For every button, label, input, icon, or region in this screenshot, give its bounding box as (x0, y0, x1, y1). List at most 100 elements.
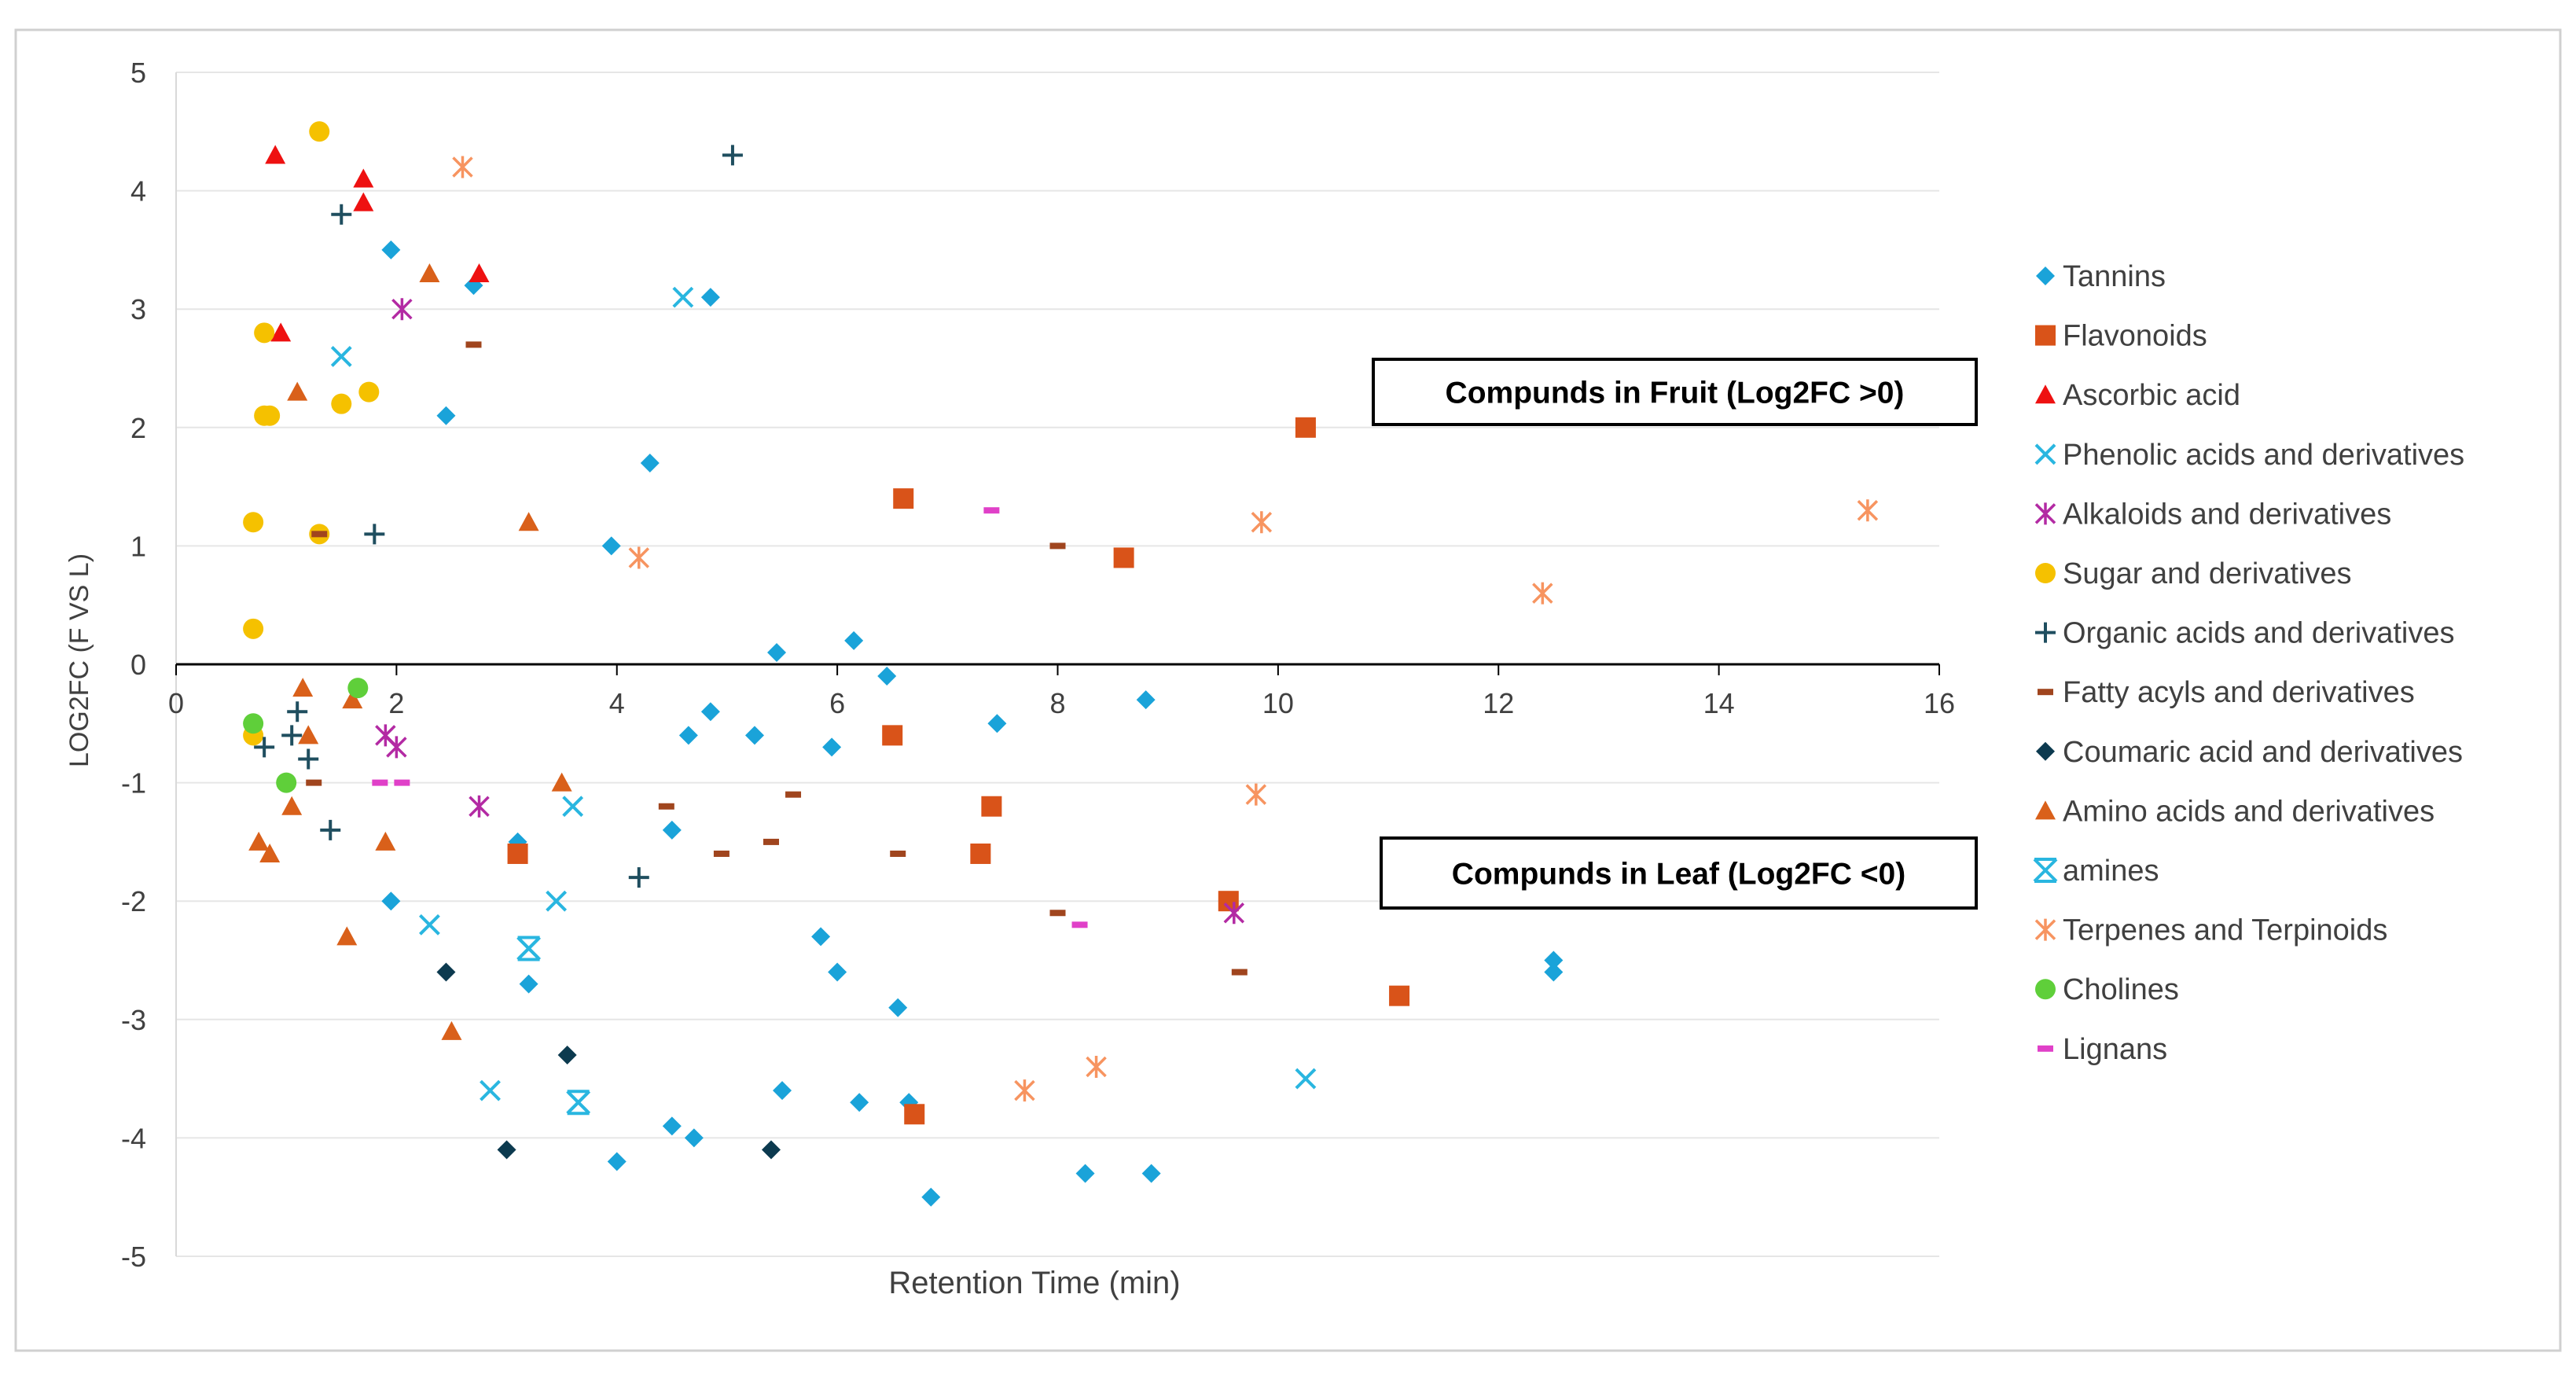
point-organic-acids-and-derivatives (281, 725, 303, 746)
point-flavonoids (904, 1104, 925, 1125)
point-tannins (1544, 950, 1564, 970)
point-cholines (243, 713, 264, 734)
y-tick-label: 5 (130, 57, 146, 89)
point-phenolic-acids-and-derivatives (1295, 1068, 1317, 1090)
point-alkaloids-and-derivatives (469, 795, 490, 818)
point-fatty-acyls-and-derivatives (713, 850, 729, 857)
legend-marker (2035, 325, 2056, 346)
annotation-layer: Compunds in Fruit (Log2FC >0) Compunds in… (1372, 358, 1978, 910)
point-ascorbic-acid (265, 145, 286, 164)
point-fatty-acyls-and-derivatives (311, 531, 328, 538)
y-tick-label: 4 (130, 175, 146, 208)
point-sugar-and-derivatives (243, 512, 264, 533)
point-organic-acids-and-derivatives (287, 701, 308, 722)
point-amino-acids-and-derivatives (259, 843, 281, 862)
legend-item: Lignans (2038, 1033, 2167, 1066)
x-tick-label: 2 (388, 687, 404, 719)
x-tick-label: 10 (1262, 687, 1294, 719)
point-coumaric-acid-and-derivatives (436, 962, 456, 982)
x-tick-label: 6 (829, 687, 845, 719)
legend-marker (2038, 689, 2053, 696)
point-tannins (744, 726, 764, 745)
point-amines (516, 936, 542, 961)
point-fatty-acyls-and-derivatives (1231, 969, 1248, 976)
point-amino-acids-and-derivatives (375, 831, 396, 851)
point-ascorbic-acid (353, 168, 374, 188)
point-amino-acids-and-derivatives (336, 926, 358, 946)
point-tannins (662, 1116, 682, 1136)
point-phenolic-acids-and-derivatives (330, 346, 352, 367)
legend-item: Amino acids and derivatives (2035, 795, 2435, 828)
legend-label: Alkaloids and derivatives (2063, 498, 2391, 531)
point-tannins (381, 892, 401, 911)
point-tannins (987, 714, 1007, 733)
x-tick-label: 16 (1924, 687, 1955, 719)
point-coumaric-acid-and-derivatives (497, 1140, 516, 1160)
legend-label: Lignans (2063, 1033, 2167, 1066)
annotation-text: Compunds in Fruit (Log2FC >0) (1446, 377, 1905, 410)
point-tannins (767, 642, 787, 662)
x-tick-label: 4 (609, 687, 625, 719)
point-terpenes-and-terpinoids (1245, 783, 1267, 806)
point-fatty-acyls-and-derivatives (1049, 542, 1066, 550)
point-flavonoids (882, 725, 903, 746)
point-ascorbic-acid (353, 192, 374, 211)
point-amino-acids-and-derivatives (292, 678, 314, 697)
point-tannins (684, 1128, 704, 1148)
point-amino-acids-and-derivatives (287, 381, 308, 401)
point-tannins (1136, 690, 1156, 710)
legend-marker (2035, 622, 2056, 643)
point-terpenes-and-terpinoids (452, 156, 473, 178)
point-fatty-acyls-and-derivatives (1049, 910, 1066, 917)
point-tannins (811, 927, 831, 947)
legend-item: Alkaloids and derivatives (2034, 498, 2391, 531)
point-sugar-and-derivatives (331, 393, 352, 414)
legend-label: amines (2063, 855, 2159, 888)
point-tannins (601, 536, 621, 556)
x-axis-label: Retention Time (min) (888, 1266, 1180, 1300)
y-tick-label: -5 (121, 1241, 146, 1273)
point-phenolic-acids-and-derivatives (562, 796, 584, 818)
legend-item: Phenolic acids and derivatives (2034, 439, 2464, 472)
legend-marker (2035, 979, 2056, 1000)
point-tannins (1544, 962, 1564, 982)
point-phenolic-acids-and-derivatives (419, 914, 440, 936)
point-tannins (700, 702, 720, 722)
point-amino-acids-and-derivatives (342, 689, 363, 709)
point-amino-acids-and-derivatives (441, 1020, 462, 1040)
point-tannins (877, 667, 897, 686)
point-tannins (381, 240, 401, 259)
point-sugar-and-derivatives (358, 381, 380, 403)
point-amino-acids-and-derivatives (419, 263, 440, 283)
annotation-box (1372, 358, 1978, 426)
legend-item: Cholines (2035, 973, 2179, 1006)
point-lignans (983, 507, 1000, 514)
point-flavonoids (1389, 985, 1410, 1006)
point-alkaloids-and-derivatives (1223, 902, 1245, 925)
point-lignans (372, 779, 388, 786)
point-amino-acids-and-derivatives (281, 796, 303, 815)
point-amino-acids-and-derivatives (551, 772, 572, 792)
legend-marker (2038, 1045, 2053, 1052)
legend-marker (2035, 800, 2056, 820)
point-terpenes-and-terpinoids (1532, 582, 1553, 605)
point-lignans (1071, 921, 1088, 928)
point-amines (566, 1090, 591, 1116)
point-organic-acids-and-derivatives (722, 145, 743, 166)
point-terpenes-and-terpinoids (628, 546, 650, 569)
legend-label: Terpenes and Terpinoids (2063, 914, 2387, 947)
legend-label: Flavonoids (2063, 320, 2207, 353)
point-organic-acids-and-derivatives (364, 524, 385, 545)
point-tannins (844, 631, 864, 650)
annotation-text: Compunds in Leaf (Log2FC <0) (1452, 858, 1905, 892)
point-terpenes-and-terpinoids (1086, 1056, 1107, 1079)
point-amino-acids-and-derivatives (518, 512, 539, 531)
legend-marker (2034, 918, 2056, 941)
x-tick-label: 8 (1049, 687, 1065, 719)
point-ascorbic-acid (469, 263, 490, 283)
legend-marker (2034, 443, 2056, 465)
point-tannins (773, 1081, 792, 1101)
legend-label: Cholines (2063, 973, 2179, 1006)
